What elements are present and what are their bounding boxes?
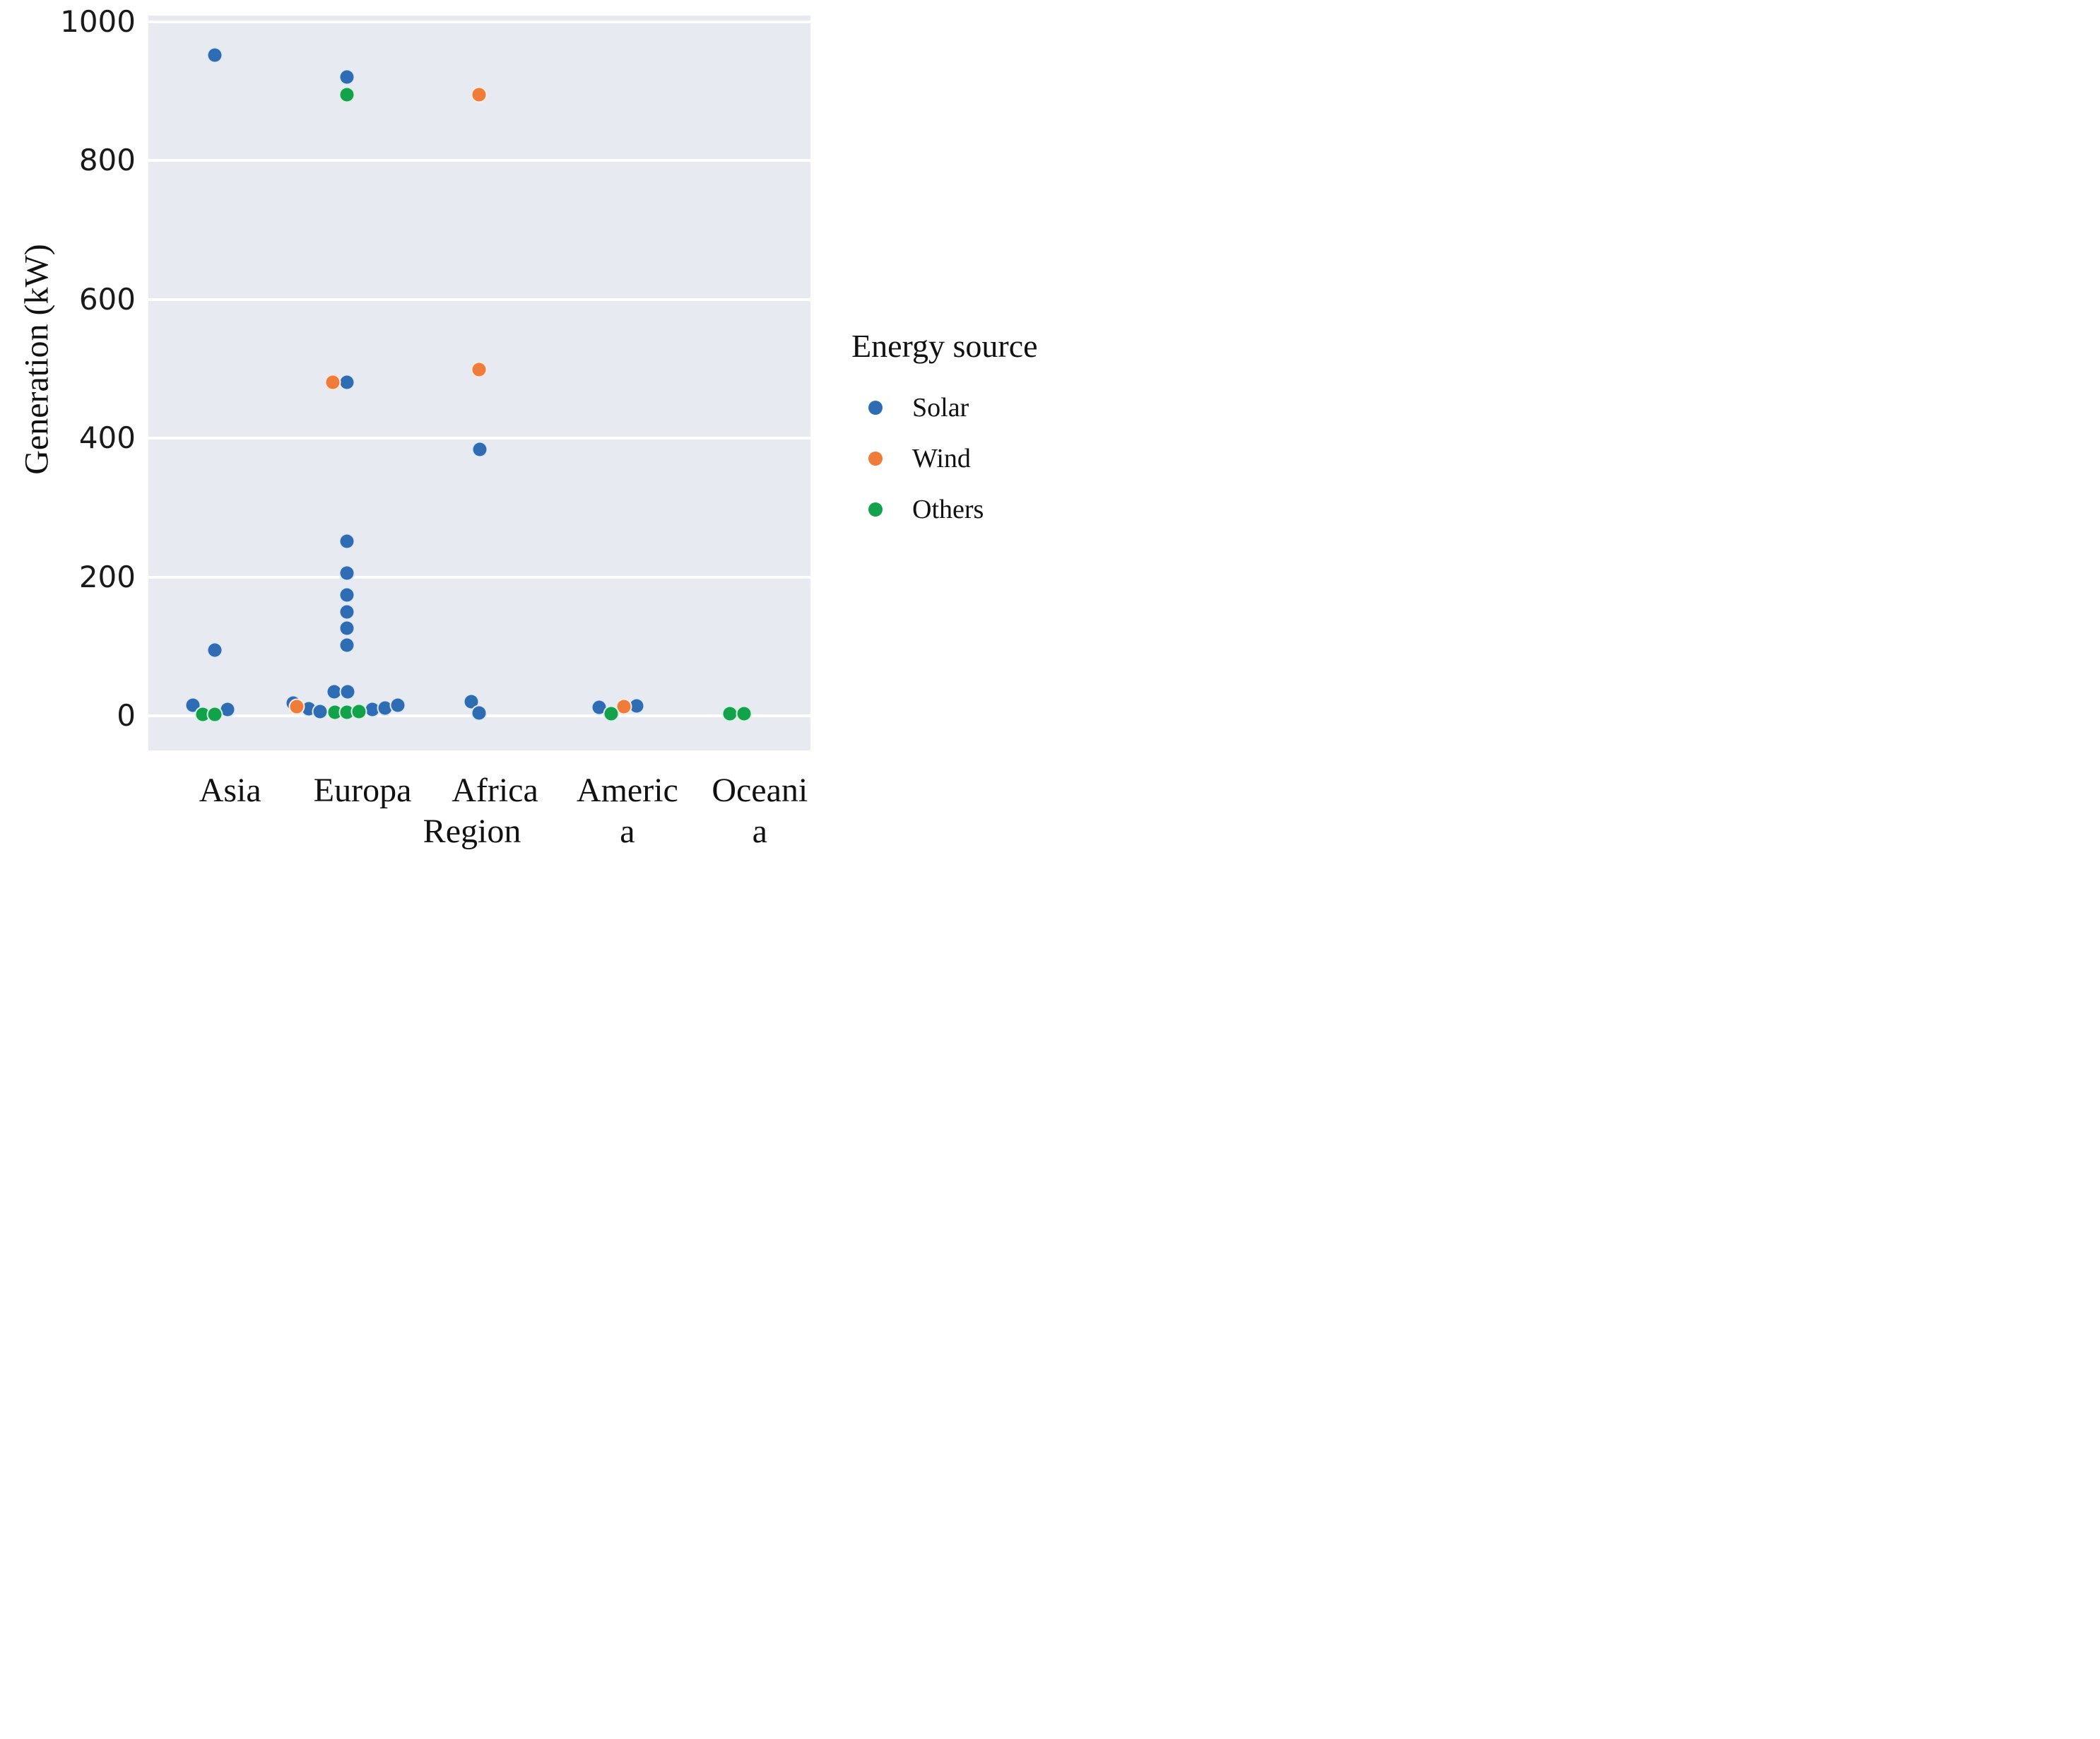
others-data-point bbox=[603, 705, 620, 722]
solar-data-point bbox=[312, 703, 329, 720]
solar-data-point bbox=[338, 69, 355, 86]
legend-item-solar: Solar bbox=[851, 391, 1049, 424]
legend-title: Energy source bbox=[851, 328, 1038, 364]
y-tick-label-1000: 1000 bbox=[60, 4, 136, 39]
others-data-point bbox=[338, 86, 355, 103]
legend-item-label: Others bbox=[912, 495, 984, 524]
y-tick-label-0: 0 bbox=[117, 698, 136, 733]
others-data-point bbox=[206, 706, 223, 723]
y-axis-title: Generation (kW) bbox=[18, 244, 56, 475]
gridline-y-600 bbox=[148, 297, 810, 301]
solar-legend-dot-icon bbox=[868, 401, 883, 415]
solar-data-point bbox=[338, 620, 355, 637]
x-tick-label-america: Americ a bbox=[576, 772, 678, 850]
gridline-y-1000 bbox=[148, 20, 810, 23]
legend: Energy source Solar Wind Others bbox=[851, 326, 1049, 544]
wind-data-point bbox=[471, 361, 487, 378]
solar-data-point bbox=[338, 603, 355, 620]
others-legend-dot-icon bbox=[868, 502, 883, 517]
x-tick-label-asia: Asia bbox=[199, 772, 261, 809]
x-axis-title: Region bbox=[423, 813, 521, 850]
gridline-y-800 bbox=[148, 159, 810, 162]
wind-data-point bbox=[324, 374, 341, 391]
solar-data-point bbox=[338, 637, 355, 654]
gridline-y-200 bbox=[148, 575, 810, 579]
x-tick-label-oceania: Oceani a bbox=[712, 772, 808, 850]
solar-data-point bbox=[338, 533, 355, 550]
solar-data-point bbox=[471, 441, 488, 458]
legend-item-label: Solar bbox=[912, 393, 969, 423]
others-data-point bbox=[350, 703, 367, 720]
solar-data-point bbox=[471, 705, 487, 721]
y-tick-label-200: 200 bbox=[78, 559, 136, 594]
x-tick-label-africa: Africa bbox=[452, 772, 538, 809]
solar-data-point bbox=[339, 683, 356, 700]
solar-data-point bbox=[206, 47, 223, 64]
legend-item-wind: Wind bbox=[851, 442, 1049, 475]
others-data-point bbox=[736, 705, 753, 722]
solar-data-point bbox=[338, 374, 355, 391]
wind-data-point bbox=[471, 86, 487, 103]
solar-data-point bbox=[389, 697, 406, 714]
x-tick-label-europa: Europa bbox=[313, 772, 412, 809]
legend-item-label: Wind bbox=[912, 444, 971, 473]
gridline-y-400 bbox=[148, 437, 810, 440]
y-tick-label-800: 800 bbox=[78, 143, 136, 177]
solar-data-point bbox=[338, 586, 355, 603]
y-tick-label-400: 400 bbox=[78, 420, 136, 455]
figure: Generation (kW) 0 200 400 600 800 1000 Asia Eu… bbox=[0, 0, 1050, 870]
plot-area bbox=[148, 16, 810, 750]
legend-item-others: Others bbox=[851, 493, 1049, 526]
y-tick-label-600: 600 bbox=[78, 281, 136, 317]
wind-legend-dot-icon bbox=[868, 452, 883, 466]
wind-data-point bbox=[615, 698, 632, 715]
solar-data-point bbox=[338, 565, 355, 582]
solar-data-point bbox=[206, 642, 223, 659]
wind-data-point bbox=[288, 698, 305, 715]
